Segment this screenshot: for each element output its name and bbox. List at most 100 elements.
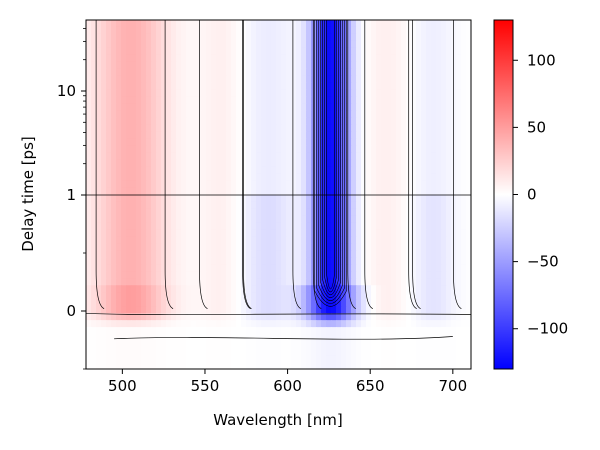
heatmap-cell xyxy=(286,103,292,112)
heatmap-cell xyxy=(111,89,117,98)
heatmap-cell xyxy=(176,89,182,98)
heatmap-cell xyxy=(466,173,471,182)
heatmap-cell xyxy=(246,96,252,105)
heatmap-cell xyxy=(186,264,192,272)
heatmap-cell xyxy=(306,285,312,293)
heatmap-cell xyxy=(376,285,382,293)
heatmap-cell xyxy=(401,145,407,154)
heatmap-cell xyxy=(426,313,432,321)
heatmap-cell xyxy=(181,313,187,321)
heatmap-cell xyxy=(401,236,407,244)
heatmap-cell xyxy=(411,215,417,224)
heatmap-cell xyxy=(356,61,362,70)
heatmap-cell xyxy=(431,313,437,321)
heatmap-cell xyxy=(146,327,152,335)
heatmap-cell xyxy=(221,26,227,35)
heatmap-cell xyxy=(206,250,212,258)
heatmap-cell xyxy=(331,285,337,293)
heatmap-cell xyxy=(161,61,167,70)
heatmap-cell xyxy=(231,47,237,56)
heatmap-cell xyxy=(421,215,427,224)
heatmap-cell xyxy=(291,278,297,286)
heatmap-cell xyxy=(421,47,427,56)
heatmap-cell xyxy=(451,75,457,84)
heatmap-cell xyxy=(431,236,437,244)
heatmap-cell xyxy=(266,236,272,244)
heatmap-cell xyxy=(331,103,337,112)
heatmap-cell xyxy=(121,257,127,265)
heatmap-cell xyxy=(141,257,147,265)
heatmap-cell xyxy=(366,138,372,147)
heatmap-cell xyxy=(221,138,227,147)
heatmap-cell xyxy=(376,229,382,237)
heatmap-cell xyxy=(256,159,262,168)
heatmap-cell xyxy=(116,173,122,182)
heatmap-cell xyxy=(301,341,307,349)
heatmap-cell xyxy=(381,187,387,196)
heatmap-cell xyxy=(346,334,352,342)
heatmap-cell xyxy=(146,131,152,140)
heatmap-cell xyxy=(261,187,267,196)
heatmap-cell xyxy=(431,229,437,237)
heatmap-cell xyxy=(366,131,372,140)
heatmap-cell xyxy=(291,138,297,147)
heatmap-cell xyxy=(371,355,377,363)
heatmap-cell xyxy=(201,187,207,196)
heatmap-cell xyxy=(171,215,177,224)
heatmap-cell xyxy=(456,75,462,84)
heatmap-cell xyxy=(101,306,107,314)
heatmap-cell xyxy=(331,68,337,77)
heatmap-cell xyxy=(226,257,232,265)
heatmap-cell xyxy=(391,82,397,91)
heatmap-cell xyxy=(371,89,377,98)
heatmap-cell xyxy=(291,327,297,335)
heatmap-cell xyxy=(226,40,232,49)
heatmap-cell xyxy=(316,215,322,224)
heatmap-cell xyxy=(151,285,157,293)
heatmap-cell xyxy=(306,362,312,369)
heatmap-cell xyxy=(141,20,147,28)
heatmap-cell xyxy=(321,327,327,335)
heatmap-cell xyxy=(131,103,137,112)
heatmap-cell xyxy=(311,33,317,42)
heatmap-cell xyxy=(431,194,437,203)
heatmap-cell xyxy=(401,180,407,189)
heatmap-cell xyxy=(251,61,257,70)
heatmap-cell xyxy=(306,26,312,35)
heatmap-cell xyxy=(441,299,447,307)
heatmap-cell xyxy=(246,327,252,335)
heatmap-cell xyxy=(221,180,227,189)
heatmap-cell xyxy=(291,40,297,49)
heatmap-cell xyxy=(391,222,397,230)
heatmap-cell xyxy=(166,313,172,321)
heatmap-cell xyxy=(136,26,142,35)
heatmap-cell xyxy=(426,285,432,293)
heatmap-cell xyxy=(101,96,107,105)
heatmap-cell xyxy=(376,89,382,98)
heatmap-cell xyxy=(401,61,407,70)
heatmap-cell xyxy=(211,362,217,369)
heatmap-cell xyxy=(416,159,422,168)
heatmap-cell xyxy=(126,47,132,56)
heatmap-cell xyxy=(421,222,427,230)
heatmap-cell xyxy=(216,271,222,279)
heatmap-cell xyxy=(441,166,447,175)
heatmap-cell xyxy=(141,61,147,70)
heatmap-cell xyxy=(176,68,182,77)
heatmap-cell xyxy=(401,26,407,35)
heatmap-cell xyxy=(301,320,307,328)
heatmap-cell xyxy=(391,173,397,182)
heatmap-cell xyxy=(336,355,342,363)
heatmap-cell xyxy=(381,159,387,168)
heatmap-cell xyxy=(326,33,332,42)
heatmap-cell xyxy=(356,103,362,112)
heatmap-cell xyxy=(231,61,237,70)
heatmap-cell xyxy=(411,145,417,154)
heatmap-cell xyxy=(186,138,192,147)
heatmap-cell xyxy=(91,194,97,203)
heatmap-cell xyxy=(281,285,287,293)
heatmap-cell xyxy=(406,327,412,335)
heatmap-cell xyxy=(331,334,337,342)
heatmap-cell xyxy=(381,173,387,182)
heatmap-cell xyxy=(391,26,397,35)
